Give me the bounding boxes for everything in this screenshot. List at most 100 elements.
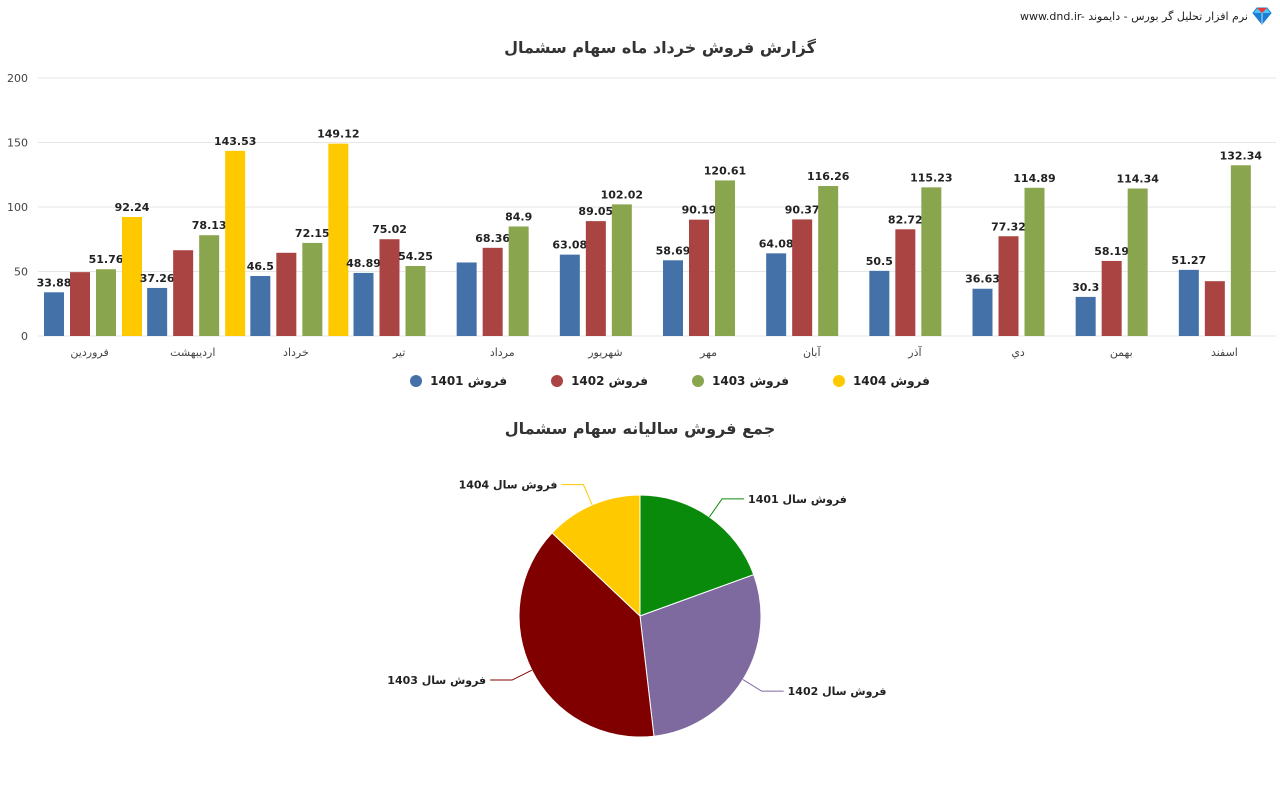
pie-slice-label-1: فروش سال 1402 (788, 685, 887, 698)
legend-marker-1402 (551, 375, 564, 387)
data-label: 78.13 (192, 219, 227, 232)
bar-فروش-1404-0 (122, 217, 142, 336)
x-tick-label: بهمن (1110, 346, 1133, 359)
data-label: 114.34 (1116, 173, 1159, 186)
data-label: 58.19 (1094, 245, 1129, 258)
bar-فروش-1402-0 (70, 272, 90, 336)
x-tick-label: آذر (907, 345, 922, 359)
y-tick-label: 50 (14, 266, 28, 279)
data-label: 84.9 (505, 210, 532, 223)
legend-label-1403: فروش 1403 (712, 374, 789, 388)
legend-item-1401[interactable]: فروش 1401 (410, 374, 507, 388)
data-label: 64.08 (759, 237, 794, 250)
brand-header: www.dnd.ir- نرم افزار تحلیل گر بورس - دا… (1020, 6, 1272, 26)
pie-label-connector-1 (742, 679, 784, 692)
data-label: 120.61 (704, 164, 746, 177)
bar-فروش-1401-3 (353, 272, 374, 336)
legend-label-1402: فروش 1402 (571, 374, 648, 388)
legend-item-1404[interactable]: فروش 1404 (832, 374, 930, 388)
y-tick-label: 150 (7, 137, 28, 150)
bar-فروش-1403-8 (921, 187, 942, 336)
pie-chart-title: جمع فروش سالیانه سهام سشمال (504, 419, 776, 438)
pie-slice-label-3: فروش سال 1404 (459, 479, 558, 492)
legend-item-1402[interactable]: فروش 1402 (551, 374, 648, 388)
bar-فروش-1403-3 (405, 266, 426, 336)
x-tick-label: فروردین (70, 346, 108, 359)
x-tick-label: مرداد (490, 346, 515, 359)
x-tick-label: خرداد (283, 346, 309, 359)
legend-marker-1403 (692, 375, 704, 387)
data-label: 50.5 (866, 255, 893, 268)
bar-فروش-1402-4 (482, 247, 503, 336)
y-tick-label: 0 (21, 330, 28, 343)
legend-item-1403[interactable]: فروش 1403 (692, 374, 789, 388)
y-tick-label: 200 (7, 72, 28, 85)
legend-label-1404: فروش 1404 (852, 374, 930, 388)
bar-فروش-1401-6 (663, 260, 683, 336)
data-label: 68.36 (475, 232, 510, 245)
bar-فروش-1403-4 (508, 226, 529, 336)
bar-فروش-1401-0 (44, 292, 64, 336)
bar-فروش-1403-10 (1127, 188, 1148, 336)
legend-marker-1404 (832, 375, 845, 387)
data-label: 33.88 (37, 276, 72, 289)
bar-فروش-1402-10 (1101, 260, 1122, 336)
bar-فروش-1403-9 (1024, 187, 1045, 336)
bar-فروش-1404-2 (328, 143, 349, 336)
bar-فروش-1401-5 (559, 254, 580, 336)
bar-فروش-1402-2 (276, 252, 297, 336)
pie-slice-3 (551, 494, 641, 618)
bar-chart-title: گزارش فروش خرداد ماه سهام سشمال (504, 38, 816, 57)
pie-label-connector-3 (561, 484, 593, 506)
x-tick-label: تیر (392, 346, 405, 359)
x-tick-label: دي (1011, 346, 1025, 359)
pie-slice-0 (639, 494, 755, 617)
data-label: 75.02 (372, 223, 407, 236)
data-label: 51.27 (1171, 254, 1206, 267)
bar-فروش-1401-2 (250, 276, 271, 336)
x-tick-label: اردیبهشت (170, 346, 215, 359)
data-label: 90.37 (785, 203, 820, 216)
data-label: 102.02 (601, 188, 643, 201)
bar-فروش-1401-1 (147, 287, 168, 336)
data-label: 54.25 (398, 250, 433, 263)
bar-فروش-1402-3 (379, 239, 400, 336)
bar-فروش-1401-10 (1075, 296, 1096, 336)
data-label: 114.89 (1013, 172, 1055, 185)
bar-فروش-1402-5 (585, 221, 606, 336)
y-tick-label: 100 (7, 201, 28, 214)
data-label: 72.15 (295, 227, 330, 240)
data-label: 63.08 (552, 239, 587, 252)
data-label: 48.89 (346, 257, 381, 270)
data-label: 37.26 (140, 272, 175, 285)
x-tick-label: مهر (699, 346, 717, 359)
data-label: 115.23 (910, 171, 952, 184)
data-label: 46.5 (247, 260, 274, 273)
pie-slice-2 (518, 532, 655, 738)
bar-فروش-1403-0 (96, 269, 116, 336)
pie-label-connector-2 (490, 669, 533, 681)
pie-label-connector-0 (709, 498, 745, 518)
bar-فروش-1401-11 (1178, 269, 1199, 336)
data-label: 149.12 (317, 128, 359, 141)
monthly-sales-bar-chart: 0 50 100 150 200 33.88 51.76 92.24 فروردین 37.26 7… (7, 72, 1276, 359)
pie-slice-label-0: فروش سال 1401 (748, 493, 847, 506)
bar-فروش-1404-1 (225, 150, 246, 336)
bar-فروش-1402-9 (998, 236, 1019, 336)
bar-فروش-1402-1 (173, 250, 194, 336)
bar-chart-legend: فروش 1401 فروش 1402 فروش 1403 فروش 1404 (0, 374, 1280, 388)
data-label: 77.32 (991, 220, 1026, 233)
bar-فروش-1403-7 (818, 186, 839, 336)
legend-label-1401: فروش 1401 (430, 374, 508, 388)
bar-فروش-1403-5 (611, 204, 632, 336)
data-label: 89.05 (578, 205, 613, 218)
bar-فروش-1403-1 (199, 235, 220, 336)
bar-فروش-1402-7 (792, 219, 813, 336)
bar-فروش-1402-11 (1204, 281, 1225, 336)
x-tick-label: آبان (803, 345, 821, 359)
bar-فروش-1403-11 (1230, 165, 1251, 336)
data-label: 58.69 (656, 244, 691, 257)
bar-فروش-1401-8 (869, 270, 890, 336)
legend-marker-1401 (410, 375, 423, 387)
diamond-icon (1252, 7, 1272, 25)
